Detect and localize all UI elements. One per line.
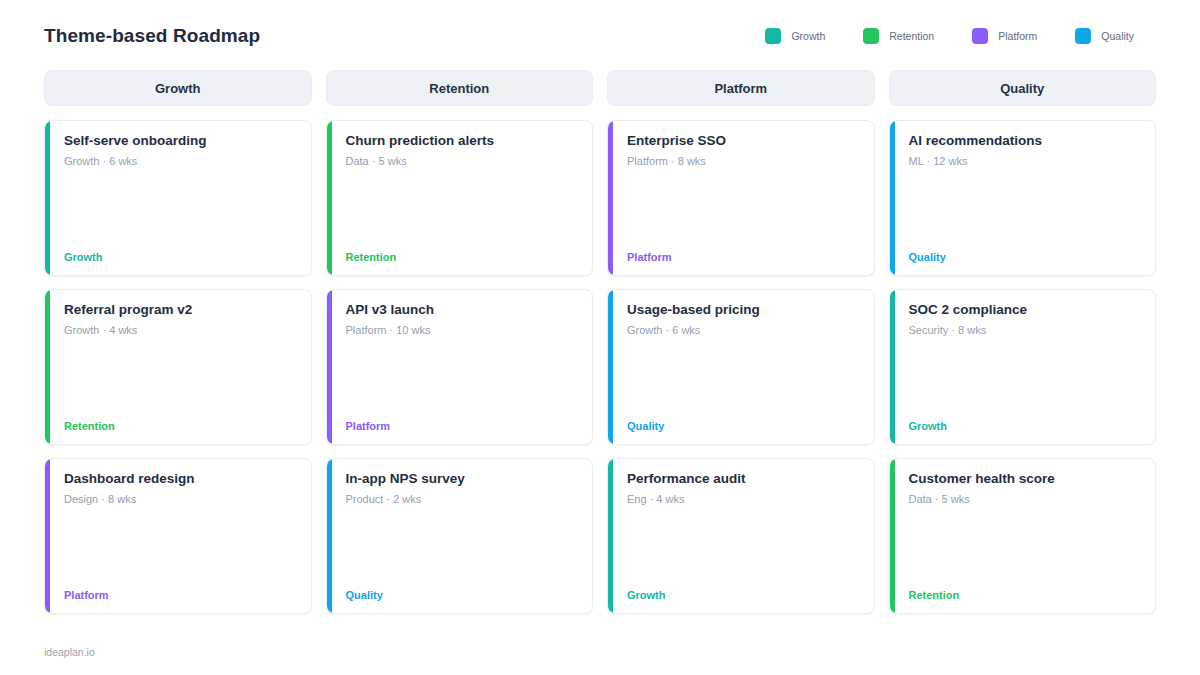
card-accent-bar bbox=[45, 290, 50, 444]
legend-item-growth: Growth bbox=[765, 28, 825, 44]
card-title: In-app NPS survey bbox=[346, 471, 579, 486]
card-accent-bar bbox=[327, 121, 332, 275]
page-header: Theme-based Roadmap Growth Retention Pla… bbox=[0, 0, 1200, 54]
card-body: Self-serve onboarding Growth · 6 wks Gro… bbox=[45, 121, 311, 275]
card-title: Churn prediction alerts bbox=[346, 133, 579, 148]
card-accent-bar bbox=[890, 290, 895, 444]
card-title: Usage-based pricing bbox=[627, 302, 860, 317]
card-body: SOC 2 compliance Security · 8 wks Growth bbox=[890, 290, 1156, 444]
card-enterprise-sso[interactable]: Enterprise SSO Platform · 8 wks Platform bbox=[607, 120, 875, 276]
card-title: Performance audit bbox=[627, 471, 860, 486]
card-accent-bar bbox=[327, 290, 332, 444]
platform-swatch-icon bbox=[972, 28, 988, 44]
roadmap-board: Growth Self-serve onboarding Growth · 6 … bbox=[44, 70, 1156, 614]
theme-legend: Growth Retention Platform Quality bbox=[765, 28, 1156, 44]
card-title: AI recommendations bbox=[909, 133, 1142, 148]
card-meta: Platform · 10 wks bbox=[346, 324, 579, 336]
card-theme-tag: Platform bbox=[64, 589, 297, 601]
legend-item-retention: Retention bbox=[863, 28, 934, 44]
card-meta: Eng · 4 wks bbox=[627, 493, 860, 505]
card-theme-tag: Retention bbox=[64, 420, 297, 432]
column-retention: Retention Churn prediction alerts Data ·… bbox=[326, 70, 594, 614]
column-header-quality: Quality bbox=[889, 70, 1157, 106]
legend-label: Platform bbox=[998, 30, 1037, 42]
card-title: Dashboard redesign bbox=[64, 471, 297, 486]
card-title: Customer health score bbox=[909, 471, 1142, 486]
card-theme-tag: Growth bbox=[64, 251, 297, 263]
column-header-growth: Growth bbox=[44, 70, 312, 106]
card-meta: ML · 12 wks bbox=[909, 155, 1142, 167]
card-body: Dashboard redesign Design · 8 wks Platfo… bbox=[45, 459, 311, 613]
card-body: API v3 launch Platform · 10 wks Platform bbox=[327, 290, 593, 444]
column-quality: Quality AI recommendations ML · 12 wks Q… bbox=[889, 70, 1157, 614]
card-theme-tag: Quality bbox=[909, 251, 1142, 263]
card-accent-bar bbox=[608, 121, 613, 275]
card-body: Referral program v2 Growth · 4 wks Reten… bbox=[45, 290, 311, 444]
card-customer-health-score[interactable]: Customer health score Data · 5 wks Reten… bbox=[889, 458, 1157, 614]
card-title: SOC 2 compliance bbox=[909, 302, 1142, 317]
column-header-retention: Retention bbox=[326, 70, 594, 106]
growth-swatch-icon bbox=[765, 28, 781, 44]
card-meta: Design · 8 wks bbox=[64, 493, 297, 505]
column-platform: Platform Enterprise SSO Platform · 8 wks… bbox=[607, 70, 875, 614]
footer-brand: ideaplan.io bbox=[44, 646, 1156, 658]
retention-swatch-icon bbox=[863, 28, 879, 44]
column-header-platform: Platform bbox=[607, 70, 875, 106]
card-accent-bar bbox=[45, 121, 50, 275]
card-title: Self-serve onboarding bbox=[64, 133, 297, 148]
card-dashboard-redesign[interactable]: Dashboard redesign Design · 8 wks Platfo… bbox=[44, 458, 312, 614]
card-theme-tag: Retention bbox=[909, 589, 1142, 601]
column-growth: Growth Self-serve onboarding Growth · 6 … bbox=[44, 70, 312, 614]
card-accent-bar bbox=[327, 459, 332, 613]
card-accent-bar bbox=[608, 459, 613, 613]
card-theme-tag: Quality bbox=[627, 420, 860, 432]
card-referral-program-v2[interactable]: Referral program v2 Growth · 4 wks Reten… bbox=[44, 289, 312, 445]
card-meta: Platform · 8 wks bbox=[627, 155, 860, 167]
card-ai-recommendations[interactable]: AI recommendations ML · 12 wks Quality bbox=[889, 120, 1157, 276]
legend-item-quality: Quality bbox=[1075, 28, 1134, 44]
card-theme-tag: Growth bbox=[627, 589, 860, 601]
card-body: Enterprise SSO Platform · 8 wks Platform bbox=[608, 121, 874, 275]
page-title: Theme-based Roadmap bbox=[44, 25, 260, 47]
card-meta: Growth · 6 wks bbox=[64, 155, 297, 167]
card-usage-based-pricing[interactable]: Usage-based pricing Growth · 6 wks Quali… bbox=[607, 289, 875, 445]
card-api-v3-launch[interactable]: API v3 launch Platform · 10 wks Platform bbox=[326, 289, 594, 445]
card-accent-bar bbox=[45, 459, 50, 613]
card-accent-bar bbox=[890, 121, 895, 275]
card-theme-tag: Quality bbox=[346, 589, 579, 601]
card-accent-bar bbox=[890, 459, 895, 613]
card-self-serve-onboarding[interactable]: Self-serve onboarding Growth · 6 wks Gro… bbox=[44, 120, 312, 276]
card-meta: Product · 2 wks bbox=[346, 493, 579, 505]
card-theme-tag: Platform bbox=[346, 420, 579, 432]
card-body: AI recommendations ML · 12 wks Quality bbox=[890, 121, 1156, 275]
card-accent-bar bbox=[608, 290, 613, 444]
card-performance-audit[interactable]: Performance audit Eng · 4 wks Growth bbox=[607, 458, 875, 614]
card-churn-prediction-alerts[interactable]: Churn prediction alerts Data · 5 wks Ret… bbox=[326, 120, 594, 276]
card-meta: Growth · 4 wks bbox=[64, 324, 297, 336]
legend-label: Quality bbox=[1101, 30, 1134, 42]
card-soc-2-compliance[interactable]: SOC 2 compliance Security · 8 wks Growth bbox=[889, 289, 1157, 445]
card-meta: Data · 5 wks bbox=[909, 493, 1142, 505]
card-body: Performance audit Eng · 4 wks Growth bbox=[608, 459, 874, 613]
card-theme-tag: Retention bbox=[346, 251, 579, 263]
card-theme-tag: Growth bbox=[909, 420, 1142, 432]
card-body: Churn prediction alerts Data · 5 wks Ret… bbox=[327, 121, 593, 275]
card-body: In-app NPS survey Product · 2 wks Qualit… bbox=[327, 459, 593, 613]
card-theme-tag: Platform bbox=[627, 251, 860, 263]
card-meta: Growth · 6 wks bbox=[627, 324, 860, 336]
card-title: Referral program v2 bbox=[64, 302, 297, 317]
card-title: API v3 launch bbox=[346, 302, 579, 317]
legend-label: Growth bbox=[791, 30, 825, 42]
card-meta: Data · 5 wks bbox=[346, 155, 579, 167]
card-meta: Security · 8 wks bbox=[909, 324, 1142, 336]
legend-label: Retention bbox=[889, 30, 934, 42]
card-body: Customer health score Data · 5 wks Reten… bbox=[890, 459, 1156, 613]
card-title: Enterprise SSO bbox=[627, 133, 860, 148]
card-in-app-nps-survey[interactable]: In-app NPS survey Product · 2 wks Qualit… bbox=[326, 458, 594, 614]
legend-item-platform: Platform bbox=[972, 28, 1037, 44]
card-body: Usage-based pricing Growth · 6 wks Quali… bbox=[608, 290, 874, 444]
quality-swatch-icon bbox=[1075, 28, 1091, 44]
